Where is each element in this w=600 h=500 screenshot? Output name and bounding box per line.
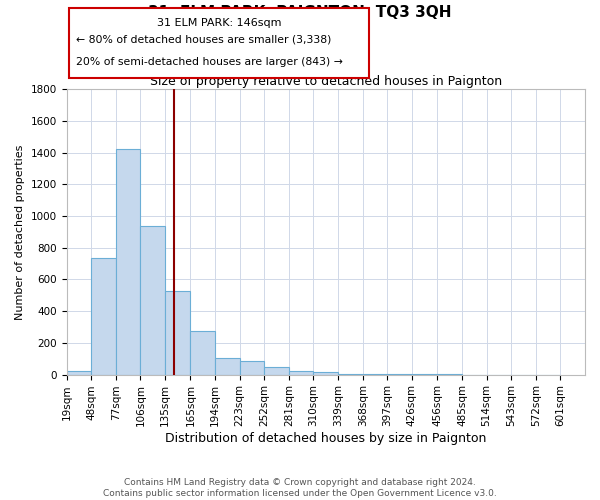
Bar (264, 366, 289, 374)
Text: Contains HM Land Registry data © Crown copyright and database right 2024.
Contai: Contains HM Land Registry data © Crown c… (103, 478, 497, 498)
Bar (67, 372, 91, 374)
Bar (91, 258, 116, 374)
Text: ← 80% of detached houses are smaller (3,338): ← 80% of detached houses are smaller (3,… (76, 34, 332, 44)
Text: 31, ELM PARK, PAIGNTON, TQ3 3QH: 31, ELM PARK, PAIGNTON, TQ3 3QH (148, 5, 452, 20)
Text: 31 ELM PARK: 146sqm: 31 ELM PARK: 146sqm (157, 18, 281, 28)
Title: Size of property relative to detached houses in Paignton: Size of property relative to detached ho… (150, 75, 502, 88)
X-axis label: Distribution of detached houses by size in Paignton: Distribution of detached houses by size … (165, 432, 487, 445)
Bar (140, 226, 165, 374)
Bar (116, 148, 140, 374)
Text: 20% of semi-detached houses are larger (843) →: 20% of semi-detached houses are larger (… (76, 57, 343, 67)
Y-axis label: Number of detached properties: Number of detached properties (15, 144, 25, 320)
Bar (165, 290, 190, 374)
Bar (313, 372, 338, 374)
Bar (239, 360, 264, 374)
Bar (190, 331, 215, 374)
Bar (289, 370, 313, 374)
Bar (215, 358, 239, 374)
